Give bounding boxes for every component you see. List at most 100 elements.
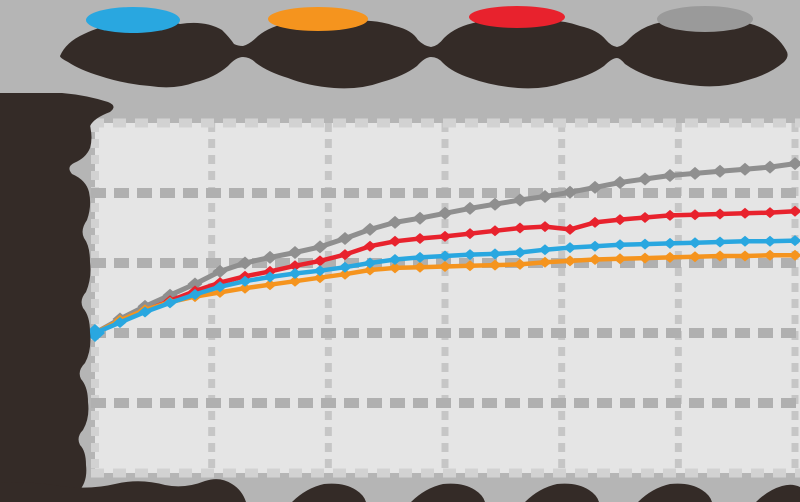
- legend-item-4-marker: [657, 6, 753, 32]
- series-blue-marker: [263, 271, 277, 283]
- series-blue-marker: [138, 306, 152, 318]
- series-red-marker: [313, 255, 327, 267]
- series-gray-marker: [587, 180, 603, 194]
- series-orange-marker: [763, 249, 777, 261]
- series-red-marker: [613, 214, 627, 226]
- series-gray-marker: [337, 232, 353, 245]
- series-blue-marker: [413, 251, 427, 263]
- series-gray-marker: [512, 193, 528, 207]
- series-orange-marker: [438, 261, 452, 272]
- series-gray-marker: [537, 190, 553, 203]
- series-gray-marker: [262, 250, 278, 264]
- series-blue-marker: [238, 275, 252, 287]
- series-red-marker: [513, 222, 527, 234]
- series-red-marker: [388, 235, 402, 247]
- series-gray-marker: [437, 206, 453, 220]
- series-orange-marker: [588, 254, 602, 265]
- series-red-marker: [363, 240, 377, 252]
- redacted-x-tick-blob: [638, 483, 712, 502]
- series-red-marker: [638, 212, 652, 223]
- series-gray-marker: [387, 215, 403, 229]
- series-blue-marker: [688, 237, 702, 249]
- series-orange-marker: [288, 275, 302, 287]
- series-gray-marker: [212, 264, 228, 278]
- series-blue-marker: [638, 238, 652, 250]
- series-gray-marker: [362, 222, 378, 236]
- series-blue-marker: [738, 235, 752, 247]
- series-gray-marker: [487, 197, 503, 211]
- series-red-marker: [663, 209, 677, 221]
- series-orange-marker: [788, 249, 800, 261]
- series-blue-marker: [538, 244, 552, 256]
- legend-item-1-marker: [86, 7, 180, 33]
- series-gray-marker: [687, 166, 703, 180]
- series-gray-marker: [412, 211, 428, 225]
- series-red-marker: [563, 223, 577, 235]
- series-blue-marker: [763, 235, 777, 247]
- series-blue-marker: [613, 239, 627, 251]
- series-gray-marker: [562, 185, 578, 199]
- series-blue-marker: [513, 247, 527, 258]
- series-orange-marker: [538, 256, 552, 268]
- series-blue-marker: [363, 257, 377, 269]
- series-blue-marker: [588, 240, 602, 252]
- series-blue-marker: [213, 281, 227, 293]
- series-blue-marker: [713, 236, 727, 248]
- series-orange-marker: [613, 253, 627, 265]
- redacted-x-tick-blob: [756, 484, 800, 502]
- series-red-marker: [463, 228, 477, 240]
- series-blue-marker: [438, 250, 452, 262]
- series-orange-marker: [263, 279, 277, 291]
- series-blue-marker: [163, 297, 177, 309]
- series-blue-marker: [563, 242, 577, 254]
- legend-item-2-marker: [268, 7, 368, 31]
- series-red-marker: [338, 249, 352, 261]
- series-red-marker: [713, 208, 727, 220]
- series-gray-marker: [612, 176, 628, 189]
- series-red-marker: [763, 207, 777, 219]
- series-red-marker: [438, 230, 452, 242]
- series-orange-marker: [463, 260, 477, 272]
- series-orange-marker: [363, 264, 377, 276]
- series-gray-marker: [662, 169, 678, 182]
- series-red-marker: [263, 265, 277, 277]
- series-gray-marker: [737, 162, 753, 176]
- series-red-marker: [413, 233, 427, 244]
- series-blue-marker: [663, 237, 677, 249]
- series-orange-marker: [313, 272, 327, 284]
- series-blue-marker: [488, 248, 502, 260]
- series-gray-marker: [762, 160, 778, 174]
- series-blue-marker: [188, 289, 202, 300]
- series-blue-marker: [288, 268, 302, 279]
- series-orange-marker: [738, 250, 752, 262]
- series-gray-marker: [312, 240, 328, 254]
- series-red-marker: [538, 221, 552, 233]
- series-blue-marker: [788, 235, 800, 247]
- series-orange-marker: [338, 268, 352, 280]
- data-series: [85, 157, 800, 342]
- series-orange-marker: [713, 250, 727, 262]
- series-red-marker: [788, 205, 800, 217]
- series-orange-marker: [388, 262, 402, 274]
- series-blue-marker: [463, 249, 477, 261]
- series-orange-marker: [238, 282, 252, 294]
- series-red-marker: [488, 225, 502, 237]
- redacted-text-blobs: [0, 18, 800, 502]
- series-red-marker: [288, 260, 302, 272]
- redacted-x-tick-blob: [292, 483, 366, 502]
- series-blue: [85, 235, 800, 342]
- redacted-x-tick-blob: [411, 483, 485, 502]
- series-gray-marker: [287, 246, 303, 259]
- series-blue-marker: [388, 254, 402, 265]
- series-gray-marker: [462, 201, 478, 215]
- redacted-x-tick-blob: [525, 483, 599, 502]
- series-red-marker: [688, 209, 702, 221]
- series-blue-marker: [338, 261, 352, 273]
- series-orange-marker: [413, 261, 427, 273]
- series-gray-marker: [637, 172, 653, 186]
- series-gray-marker: [712, 164, 728, 178]
- series-blue-marker: [113, 317, 127, 328]
- legend-marker-ellipses: [86, 6, 753, 33]
